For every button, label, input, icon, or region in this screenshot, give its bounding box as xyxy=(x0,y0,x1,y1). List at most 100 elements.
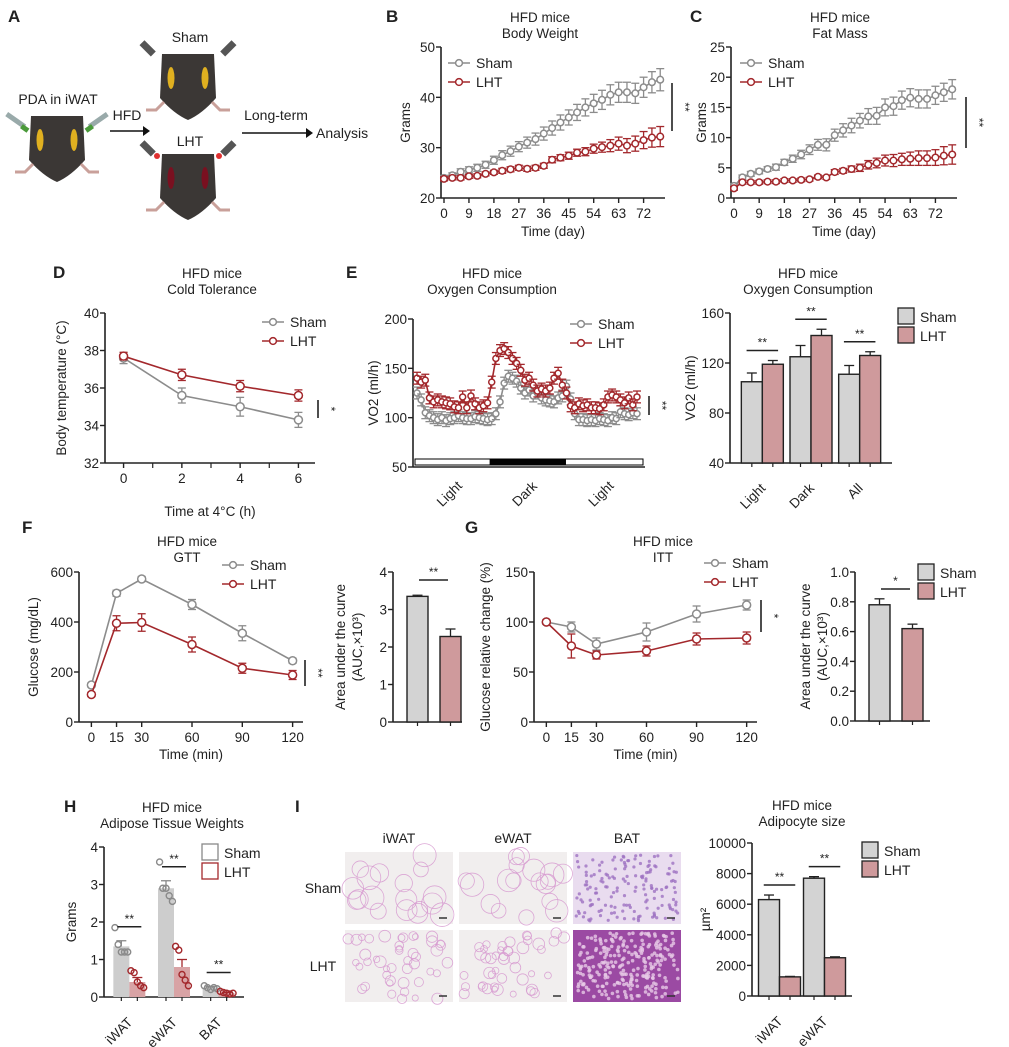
y-tick-label: 0.2 xyxy=(830,684,849,699)
y-tick-label: 25 xyxy=(710,40,725,55)
tissue-texture xyxy=(626,859,631,863)
tissue-texture xyxy=(643,964,648,969)
tissue-texture xyxy=(591,978,595,983)
tissue-texture xyxy=(575,896,579,900)
bar-lht-dark xyxy=(810,334,833,464)
tissue-texture xyxy=(622,894,627,898)
data-point-lht xyxy=(746,178,755,187)
x-tick-label: 18 xyxy=(777,206,792,221)
fat-depot xyxy=(201,67,209,89)
data-point-lht xyxy=(539,161,548,170)
tissue-texture xyxy=(592,994,596,999)
tissue-texture xyxy=(581,915,586,919)
period-label: Light xyxy=(434,478,465,509)
data-point-sham xyxy=(417,396,425,404)
data-point-lht xyxy=(458,393,467,401)
legend-label: LHT xyxy=(768,74,795,90)
data-point-lht xyxy=(813,172,822,181)
chart-title: HFD mice xyxy=(142,800,202,815)
chart-title: Body Weight xyxy=(502,26,579,41)
histology-column-label: iWAT xyxy=(383,830,416,846)
series-line-lht xyxy=(545,621,747,656)
chart-title: Oxygen Consumption xyxy=(427,282,557,297)
data-point-lht xyxy=(922,154,932,163)
tissue-texture xyxy=(646,864,650,868)
y-tick-label: 150 xyxy=(384,361,407,376)
data-point-sham xyxy=(539,129,548,138)
scatter-point xyxy=(140,983,148,992)
tissue-texture xyxy=(663,916,667,920)
mouse-illustration xyxy=(139,40,237,120)
tissue-texture xyxy=(652,889,657,893)
tissue-texture xyxy=(346,890,367,910)
data-point-sham xyxy=(771,163,781,172)
tissue-texture xyxy=(581,982,586,987)
y-tick-label: 400 xyxy=(50,615,73,630)
y-tick-label: 50 xyxy=(420,40,435,55)
arrow-head xyxy=(143,126,150,136)
tissue-texture xyxy=(602,949,606,954)
syringe-fluid xyxy=(20,124,30,133)
tissue-texture xyxy=(644,893,648,897)
legend-swatch xyxy=(897,326,915,344)
tissue-texture xyxy=(624,981,629,986)
tissue-texture xyxy=(397,993,408,1004)
scatter-point xyxy=(165,892,173,900)
tissue-texture xyxy=(581,972,585,977)
data-point-sham xyxy=(872,111,881,120)
panel-label: F xyxy=(22,518,32,537)
tissue-texture xyxy=(441,957,454,969)
legend-label: LHT xyxy=(920,328,947,344)
tissue-texture xyxy=(654,943,658,947)
x-axis-label: Time (day) xyxy=(812,224,876,239)
y-tick-label: 4 xyxy=(379,565,387,580)
tissue-texture xyxy=(630,952,634,957)
bar-lht-ewat xyxy=(823,957,847,997)
tissue-texture xyxy=(636,919,641,923)
chart-title: HFD mice xyxy=(778,266,838,281)
tissue-texture xyxy=(607,876,611,880)
tissue-texture xyxy=(574,914,578,918)
category-label: All xyxy=(845,481,866,502)
data-point-lht xyxy=(566,641,577,651)
y-tick-label: 0.6 xyxy=(830,625,849,640)
tissue-texture xyxy=(351,860,369,878)
tissue-texture xyxy=(643,968,647,972)
data-point-lht xyxy=(187,639,197,650)
y-tick-label: 3 xyxy=(379,603,387,618)
schematic-panel: PDA in iWAT HFD Sham LHT Long-term Analysis xyxy=(5,29,368,220)
tissue-texture xyxy=(622,903,626,907)
tissue-texture xyxy=(631,931,635,936)
tissue-texture xyxy=(579,964,584,969)
x-tick-label: 30 xyxy=(589,730,604,745)
data-point-lht xyxy=(498,166,507,175)
tissue-texture xyxy=(676,976,680,981)
data-point-lht xyxy=(512,359,521,368)
tissue-texture xyxy=(360,981,370,992)
data-point-lht xyxy=(763,177,772,186)
bar-sham-ewat xyxy=(802,877,826,997)
tissue-texture xyxy=(617,953,621,958)
y-axis-label: Grams xyxy=(398,102,413,143)
data-point-sham xyxy=(741,600,752,610)
tissue-texture xyxy=(610,991,615,996)
tissue-texture xyxy=(639,853,643,857)
tissue-texture xyxy=(656,960,660,964)
tissue-texture xyxy=(660,903,664,908)
tissue-texture xyxy=(597,863,602,867)
tissue-texture xyxy=(629,977,634,982)
data-point-sham xyxy=(914,94,923,103)
tissue-texture xyxy=(634,978,639,983)
data-point-sham xyxy=(111,588,122,598)
tissue-texture xyxy=(577,892,581,896)
tissue-texture xyxy=(647,987,652,991)
tissue-texture xyxy=(518,909,535,926)
mouse-body xyxy=(29,116,85,182)
series-line-sham xyxy=(90,578,293,686)
tissue-texture xyxy=(650,953,654,957)
scatter-point xyxy=(162,884,170,892)
y-tick-label: 36 xyxy=(84,381,99,396)
y-axis-label: VO2 (ml/h) xyxy=(683,355,698,420)
bar-lht-ewat xyxy=(174,967,190,997)
